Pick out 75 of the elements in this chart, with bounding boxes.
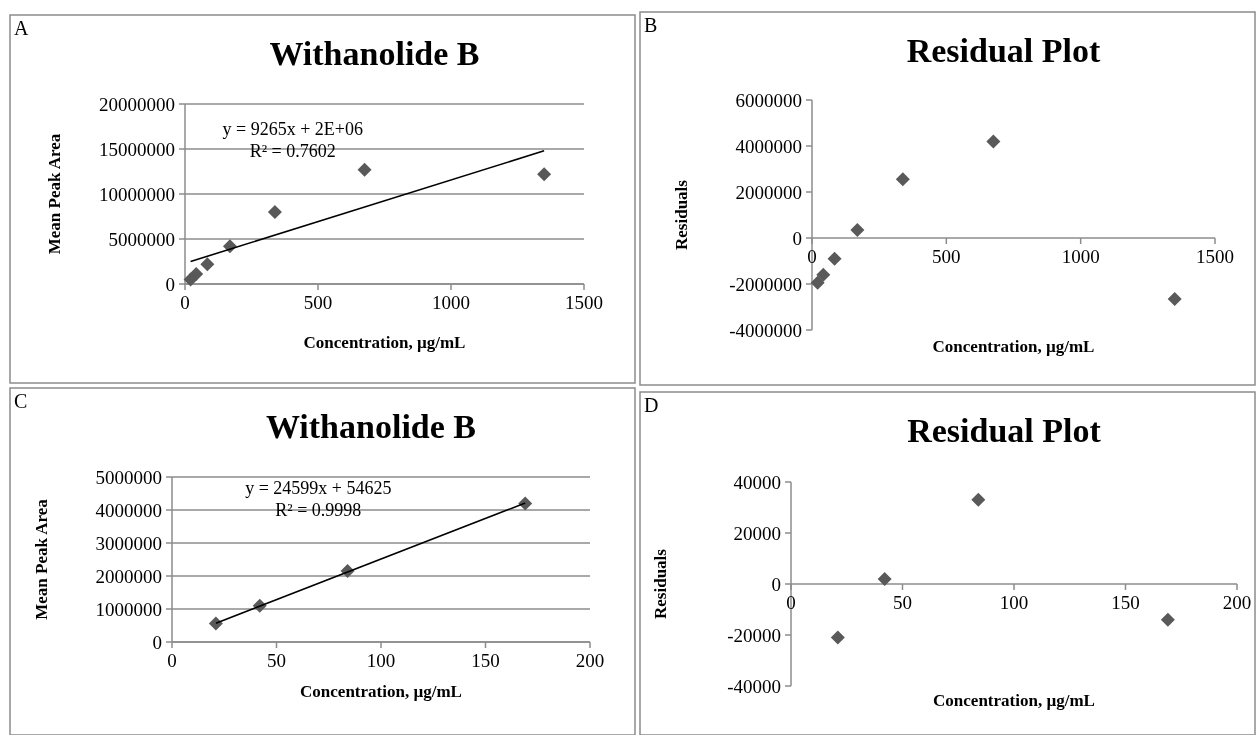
- text: D: [644, 394, 659, 416]
- y-tick-label: -2000000: [729, 273, 802, 295]
- chart-title: Withanolide B: [269, 35, 480, 72]
- annotation: R² = 0.9998: [275, 499, 362, 520]
- y-tick-label: 4000000: [735, 135, 802, 157]
- y-axis-title: Residuals: [672, 179, 691, 250]
- point: [986, 134, 1001, 149]
- annotation: y = 9265x + 2E+06: [222, 118, 363, 139]
- y-tick-label: 40000: [733, 471, 781, 493]
- y-tick-label: 20000000: [99, 93, 175, 115]
- x-axis-title: Concentration, µg/mL: [303, 333, 466, 352]
- y-tick-label: 0: [771, 573, 781, 595]
- y-axis-title: Mean Peak Area: [32, 498, 51, 620]
- chart-title: Withanolide B: [265, 408, 477, 445]
- x-tick-label: 1500: [565, 292, 603, 313]
- annotation: R² = 0.7602: [249, 140, 336, 161]
- y-tick-label: 10000000: [99, 183, 175, 205]
- y-tick-label: 20000: [733, 522, 781, 544]
- x-tick-label: 1000: [1061, 246, 1100, 267]
- y-tick-label: 0: [792, 227, 802, 249]
- y-tick-label: 2000000: [735, 181, 802, 203]
- point: [827, 251, 842, 266]
- y-tick-label: 0: [152, 631, 162, 653]
- chart-title: Residual Plot: [906, 32, 1101, 69]
- point: [1160, 612, 1175, 627]
- x-axis-title: Concentration, µg/mL: [933, 691, 1095, 710]
- point: [267, 205, 282, 219]
- x-tick-label: 150: [471, 650, 500, 671]
- y-tick-label: 4000000: [95, 499, 162, 521]
- x-tick-label: 500: [303, 292, 333, 313]
- annotation: y = 24599x + 54625: [245, 477, 392, 498]
- y-tick-label: -4000000: [729, 319, 802, 341]
- x-tick-label: 200: [575, 650, 605, 671]
- y-tick-label: 5000000: [108, 228, 175, 250]
- y-tick-label: 15000000: [99, 138, 175, 160]
- chart-title: Residual Plot: [907, 412, 1102, 449]
- x-axis-title: Concentration, µg/mL: [300, 682, 462, 701]
- text: B: [644, 14, 658, 36]
- x-axis-title: Concentration, µg/mL: [932, 337, 1095, 356]
- x-tick-label: 0: [807, 246, 817, 267]
- x-tick-label: 50: [893, 592, 912, 613]
- x-tick-label: 0: [180, 292, 190, 313]
- y-tick-label: -20000: [727, 624, 781, 646]
- point: [850, 222, 865, 237]
- y-tick-label: 3000000: [95, 532, 162, 554]
- point: [537, 167, 552, 182]
- point: [816, 267, 831, 282]
- x-tick-label: 150: [1111, 592, 1140, 613]
- point: [830, 630, 845, 645]
- point: [189, 267, 204, 282]
- point: [357, 162, 372, 177]
- y-tick-label: 6000000: [735, 89, 802, 111]
- point: [200, 257, 215, 272]
- y-axis-title: Residuals: [651, 548, 670, 619]
- point: [208, 616, 223, 631]
- x-tick-label: 50: [267, 650, 286, 671]
- x-tick-label: 1500: [1196, 246, 1234, 267]
- text: C: [14, 390, 28, 412]
- point: [971, 492, 986, 507]
- point: [895, 172, 910, 187]
- x-tick-label: 200: [1222, 592, 1252, 613]
- point: [1167, 291, 1182, 306]
- x-tick-label: 1000: [432, 292, 470, 313]
- x-tick-label: 100: [999, 592, 1029, 613]
- y-tick-label: 1000000: [95, 598, 162, 620]
- point: [877, 571, 892, 586]
- y-axis-title: Mean Peak Area: [45, 133, 64, 255]
- y-tick-label: 5000000: [95, 466, 162, 488]
- y-tick-label: 2000000: [95, 565, 162, 587]
- point: [810, 275, 825, 290]
- x-tick-label: 100: [366, 650, 396, 671]
- text: A: [14, 17, 29, 39]
- y-tick-label: 0: [165, 273, 175, 295]
- x-tick-label: 500: [932, 246, 961, 267]
- y-tick-label: -40000: [727, 675, 781, 697]
